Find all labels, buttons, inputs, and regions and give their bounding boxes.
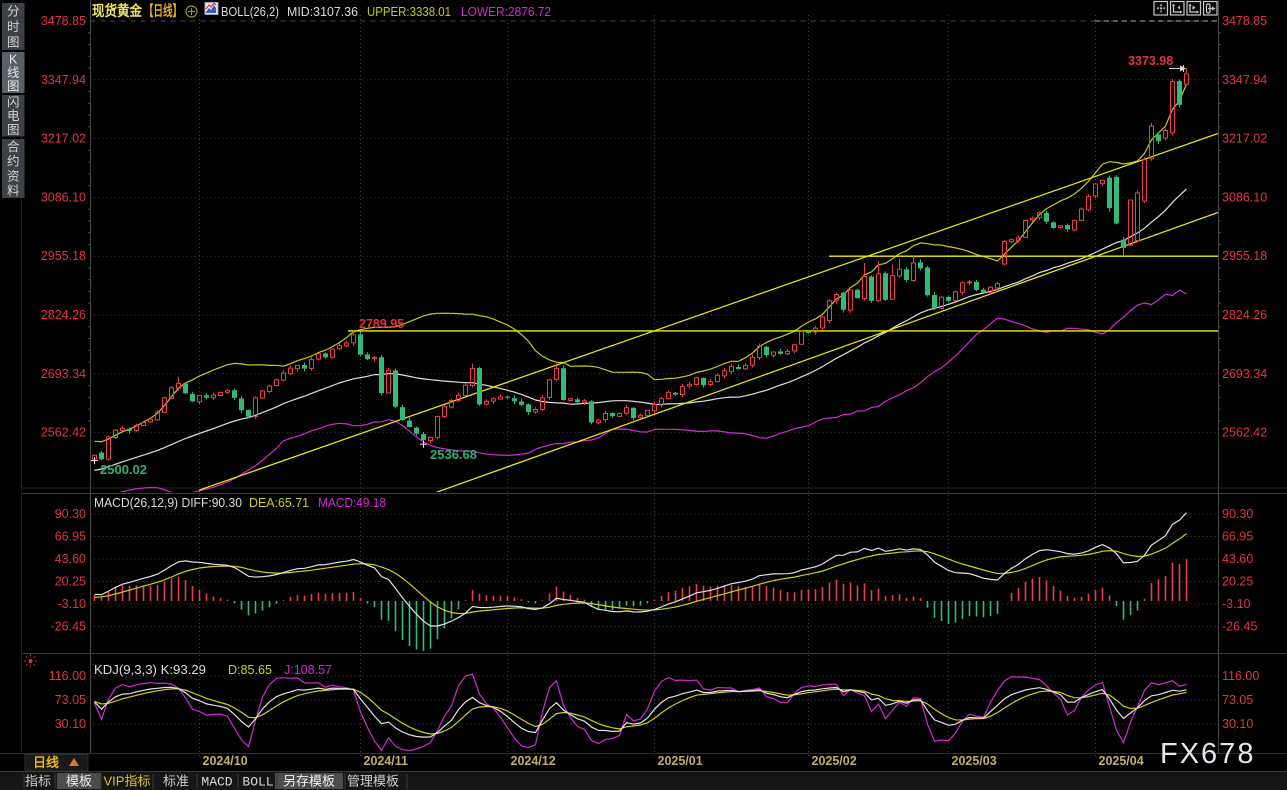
svg-text:现货黄金: 现货黄金 [92,2,142,20]
svg-text:3086.10: 3086.10 [41,190,86,204]
svg-text:3086.10: 3086.10 [1222,190,1267,204]
svg-text:2025/04: 2025/04 [1099,754,1144,768]
svg-text:2693.34: 2693.34 [41,367,86,381]
svg-text:20.25: 20.25 [1222,575,1253,589]
svg-text:66.95: 66.95 [55,530,86,544]
svg-text:3217.02: 3217.02 [1222,132,1267,146]
svg-text:2025/01: 2025/01 [658,754,703,768]
svg-text:DEA:65.71: DEA:65.71 [249,495,309,510]
svg-text:43.60: 43.60 [1222,552,1253,566]
svg-text:-3.10: -3.10 [58,597,87,611]
svg-text:2024/12: 2024/12 [511,754,556,768]
svg-text:-26.45: -26.45 [1222,620,1257,634]
svg-text:合: 合 [7,139,20,154]
svg-text:VIP指标: VIP指标 [104,774,151,789]
svg-text:2824.26: 2824.26 [1222,308,1267,322]
svg-text:2024/10: 2024/10 [203,754,248,768]
svg-text:2955.18: 2955.18 [41,249,86,263]
svg-text:BOLL(26,2): BOLL(26,2) [221,4,279,19]
svg-text:3347.94: 3347.94 [41,73,86,87]
svg-text:时: 时 [7,20,20,34]
svg-text:3373.98: 3373.98 [1128,54,1173,68]
svg-text:2955.18: 2955.18 [1222,249,1267,263]
svg-text:2536.68: 2536.68 [430,447,477,462]
svg-text:线: 线 [7,66,20,80]
svg-text:2500.02: 2500.02 [100,462,147,477]
svg-text:2562.42: 2562.42 [1222,426,1267,440]
svg-text:D:85.65: D:85.65 [228,662,272,677]
svg-text:约: 约 [7,154,20,169]
svg-text:90.30: 90.30 [55,507,86,521]
svg-text:UPPER:3338.01: UPPER:3338.01 [367,4,451,19]
svg-text:图: 图 [7,80,20,94]
svg-text:2562.42: 2562.42 [41,426,86,440]
svg-text:资: 资 [7,169,20,183]
svg-text:3478.85: 3478.85 [1222,14,1267,28]
svg-text:图: 图 [7,123,20,137]
svg-text:2693.34: 2693.34 [1222,367,1267,381]
svg-text:43.60: 43.60 [55,552,86,566]
svg-text:2789.95: 2789.95 [359,317,404,331]
svg-text:3478.85: 3478.85 [41,14,86,28]
svg-text:MACD: MACD [201,775,232,790]
svg-text:MACD(26,12,9) DIFF:90.30: MACD(26,12,9) DIFF:90.30 [94,495,242,510]
svg-text:BOLL: BOLL [242,775,273,790]
svg-text:116.00: 116.00 [49,669,86,683]
svg-text:LOWER:2876.72: LOWER:2876.72 [461,4,551,19]
svg-text:3217.02: 3217.02 [41,132,86,146]
svg-text:日线: 日线 [33,755,59,770]
svg-text:【日线】: 【日线】 [144,2,182,20]
svg-text:2025/02: 2025/02 [812,754,857,768]
svg-text:MID:3107.36: MID:3107.36 [287,4,358,19]
svg-text:73.05: 73.05 [55,693,86,707]
svg-text:KDJ(9,3,3) K:93.29: KDJ(9,3,3) K:93.29 [94,662,206,677]
svg-text:指标: 指标 [25,774,51,789]
svg-text:30.10: 30.10 [1222,717,1253,731]
svg-text:FX678: FX678 [1160,738,1255,770]
svg-text:116.00: 116.00 [1222,669,1259,683]
svg-text:66.95: 66.95 [1222,530,1253,544]
svg-text:2024/11: 2024/11 [364,754,409,768]
svg-text:30.10: 30.10 [55,717,86,731]
svg-text:管理模板: 管理模板 [347,774,399,789]
svg-text:电: 电 [7,109,20,123]
svg-text:料: 料 [7,184,20,198]
svg-text:3347.94: 3347.94 [1222,73,1267,87]
svg-text:图: 图 [7,36,20,50]
svg-text:J:108.57: J:108.57 [284,662,332,677]
svg-text:73.05: 73.05 [1222,693,1253,707]
svg-text:20.25: 20.25 [55,575,86,589]
svg-text:闪: 闪 [7,95,20,109]
svg-text:另存模板: 另存模板 [283,774,335,789]
svg-text:-26.45: -26.45 [51,620,86,634]
svg-text:模板: 模板 [66,774,92,789]
svg-text:2824.26: 2824.26 [41,308,86,322]
svg-text:标准: 标准 [163,774,189,789]
svg-text:K: K [9,52,18,66]
svg-text:MACD:49.18: MACD:49.18 [318,495,386,510]
svg-text:分: 分 [7,4,20,18]
svg-text:2025/03: 2025/03 [952,754,997,768]
svg-text:90.30: 90.30 [1222,507,1253,521]
svg-text:-3.10: -3.10 [1222,597,1251,611]
